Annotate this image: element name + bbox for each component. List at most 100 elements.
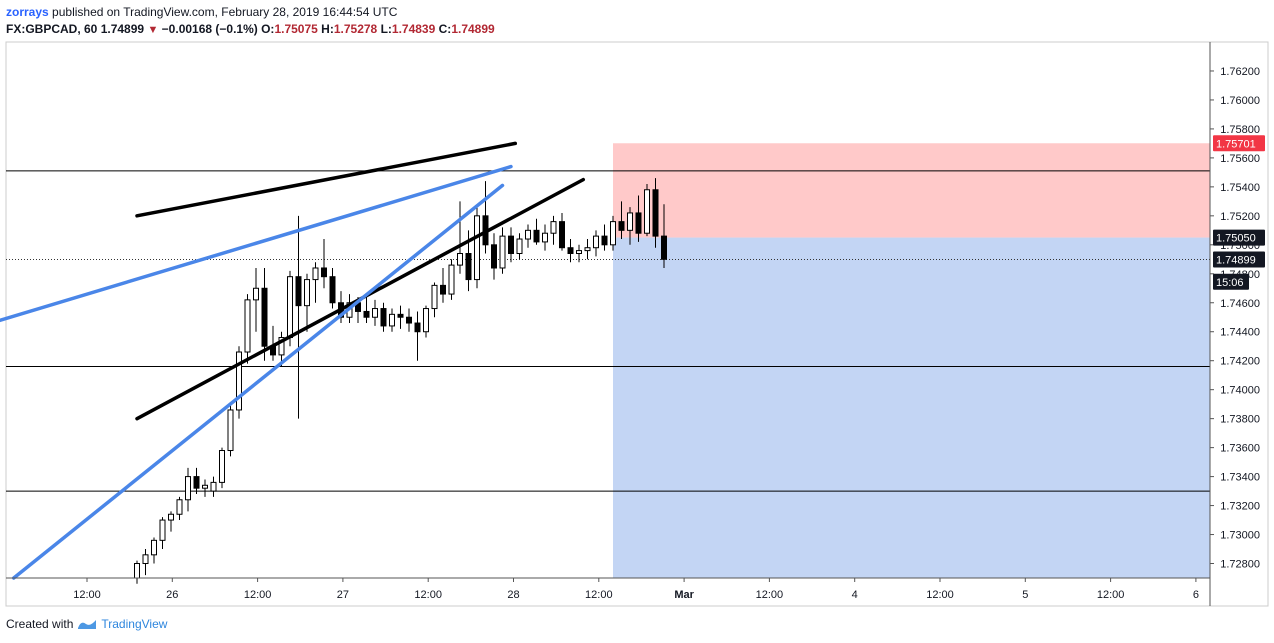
candle-body [465, 253, 472, 281]
time-tick-label: 12:00 [926, 589, 954, 601]
price-tick-label: 1.74400 [1220, 327, 1260, 339]
candle-body [652, 189, 659, 237]
low-value: 1.74839 [391, 22, 436, 36]
low-label: L: [380, 22, 392, 36]
price-label-box [1213, 229, 1265, 246]
candle-body [219, 450, 225, 483]
time-tick-label: 12:00 [585, 589, 613, 601]
time-tick-label: 12:00 [756, 589, 784, 601]
candle-body [440, 284, 446, 295]
open-label: O: [261, 22, 275, 36]
candle-body [457, 253, 463, 266]
candle-body [287, 276, 293, 339]
price-tick-label: 1.75800 [1220, 124, 1260, 136]
candle-body [176, 499, 183, 515]
chart-frame [5, 41, 1269, 607]
price-axis[interactable]: 1.72800 1.73000 1.73200 1.73400 1.73600 1.738… [1210, 66, 1260, 571]
time-tick-label: 12:00 [73, 589, 101, 601]
change-value: −0.00168 (−0.1%) [161, 22, 258, 36]
candle-body [550, 221, 557, 234]
candle-body [508, 235, 514, 255]
candle-body [431, 284, 438, 310]
high-label: H: [321, 22, 334, 36]
price-tick-label: 1.74200 [1220, 356, 1260, 368]
time-tick-label: 4 [852, 589, 858, 601]
candle-body [491, 244, 497, 269]
candle-body [414, 322, 421, 333]
price-label-box [1213, 251, 1265, 268]
candle-body [644, 189, 650, 234]
candle-body [329, 276, 336, 304]
stop-loss-zone [613, 143, 1210, 238]
candle-body [210, 481, 217, 492]
last-price: 1.74899 [100, 22, 145, 36]
candle-body [593, 235, 599, 249]
candle-body [533, 229, 540, 243]
publish-line: zorrays published on TradingView.com, Fe… [6, 4, 397, 20]
price-label-box [1213, 273, 1249, 290]
tradingview-logo-icon[interactable] [77, 618, 97, 630]
trendlines[interactable] [0, 141, 585, 580]
time-tick-label: 12:00 [414, 589, 442, 601]
candle-body [261, 287, 268, 347]
candle-body [380, 308, 387, 327]
candle-body [278, 337, 285, 356]
take-profit-zone [613, 237, 1210, 578]
candles [134, 178, 667, 584]
trendline-2 [0, 164, 513, 323]
time-tick-label: Mar [674, 589, 694, 601]
candle-body [202, 484, 208, 489]
horizontal-lines[interactable] [6, 170, 1210, 492]
candle-body [185, 476, 191, 501]
candle-body [474, 215, 480, 281]
price-labels: 1.75701 1.75050 1.74899 15:06 [1213, 135, 1265, 290]
high-value: 1.75278 [333, 22, 378, 36]
price-tick-label: 1.75200 [1220, 211, 1260, 223]
candle-body [372, 308, 378, 318]
tradingview-brand[interactable]: TradingView [101, 617, 168, 631]
candle-body [397, 313, 404, 318]
price-label-box [1213, 135, 1265, 152]
candle-body [525, 229, 531, 240]
candle-body [168, 513, 174, 521]
time-tick-label: 28 [507, 589, 519, 601]
price-tick-label: 1.75600 [1220, 153, 1260, 165]
candle-body [304, 279, 310, 307]
open-value: 1.75075 [274, 22, 318, 36]
price-tick-label: 1.74000 [1220, 385, 1260, 397]
candle-body [389, 313, 395, 327]
candle-body [559, 221, 565, 249]
candle-body [236, 351, 242, 411]
position-zones[interactable] [613, 143, 1210, 578]
candle-body [499, 235, 506, 269]
time-tick-label: 5 [1022, 589, 1028, 601]
candle-body [193, 476, 200, 489]
down-arrow-icon: ▼ [147, 24, 159, 36]
candle-body [295, 276, 302, 307]
footer: Created with TradingView [6, 617, 167, 631]
candle-body [542, 232, 548, 243]
price-tick-label: 1.76000 [1220, 95, 1260, 107]
candle-body [610, 221, 616, 246]
close-value: 1.74899 [451, 22, 495, 36]
publish-info: published on TradingView.com, February 2… [52, 5, 398, 19]
price-tick-label: 1.73000 [1220, 530, 1260, 542]
candle-body [423, 308, 429, 333]
price-tick-label: 1.73200 [1220, 501, 1260, 513]
time-tick-label: 12:00 [1097, 589, 1125, 601]
candle-body [627, 212, 633, 231]
price-tick-label: 1.73400 [1220, 472, 1260, 484]
time-axis[interactable]: 12:00 26 12:00 27 12:00 28 12:00 Mar 12:00 4 12:00… [73, 578, 1199, 601]
candle-body [134, 563, 140, 579]
price-tick-label: 1.75400 [1220, 182, 1260, 194]
price-tick-label: 1.73800 [1220, 414, 1260, 426]
price-label-text: 1.74899 [1216, 254, 1256, 266]
candle-body [406, 316, 412, 324]
candle-body [516, 238, 523, 255]
author-name[interactable]: zorrays [6, 5, 49, 19]
candle-body [312, 267, 319, 281]
candle-body [635, 212, 642, 234]
candle-body [576, 250, 582, 255]
price-label-text: 1.75701 [1216, 138, 1256, 150]
